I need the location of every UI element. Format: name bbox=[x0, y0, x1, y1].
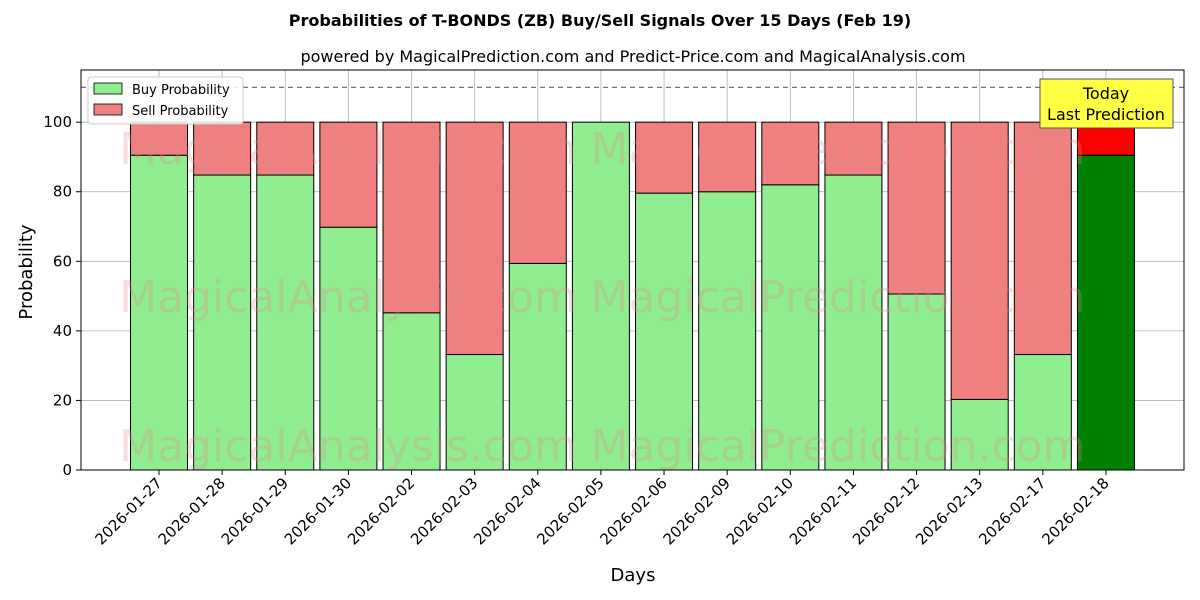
bar-sell-2026-01-29 bbox=[256, 121, 315, 176]
bar-sell-2026-02-12 bbox=[887, 121, 946, 295]
x-axis-label: Days bbox=[611, 565, 656, 586]
bar-buy-2026-01-29 bbox=[256, 174, 315, 471]
bar-buy-2026-02-04 bbox=[508, 262, 567, 471]
watermark-text: MagicalAnalysis.com bbox=[119, 124, 577, 175]
plot-frame bbox=[80, 69, 1185, 471]
legend-label-buy: Buy Probability bbox=[132, 83, 230, 98]
today-annotation: Today Last Prediction bbox=[1039, 78, 1174, 129]
bar-buy-2026-01-30 bbox=[319, 226, 378, 471]
legend-box bbox=[87, 76, 244, 125]
y-tick-label: 0 bbox=[62, 461, 72, 479]
today-annotation-box bbox=[1039, 78, 1174, 129]
bar-sell-2026-02-11 bbox=[824, 121, 883, 176]
legend-swatch-sell bbox=[93, 103, 123, 116]
bar-sell-2026-02-03 bbox=[445, 121, 504, 356]
today-annotation-line2: Last Prediction bbox=[1047, 105, 1165, 124]
bar-buy-2026-02-12 bbox=[887, 293, 946, 471]
y-tick-label: 20 bbox=[53, 391, 72, 409]
y-tick-label: 80 bbox=[53, 183, 72, 201]
bar-buy-2026-02-18 bbox=[1076, 154, 1135, 471]
watermark-text: MagicalPrediction.com bbox=[591, 272, 1086, 323]
bar-sell-2026-02-09 bbox=[698, 121, 757, 193]
y-tick-label: 100 bbox=[43, 113, 72, 131]
watermark-text: MagicalPrediction.com bbox=[591, 421, 1086, 472]
bar-sell-2026-02-10 bbox=[761, 121, 820, 186]
bar-sell-2026-01-30 bbox=[319, 121, 378, 228]
watermark-text: MagicalAnalysis.com bbox=[119, 272, 577, 323]
bar-sell-2026-02-06 bbox=[635, 121, 694, 194]
watermark-text: MagicalPrediction.com bbox=[591, 124, 1086, 175]
bar-buy-2026-02-02 bbox=[382, 312, 441, 471]
today-annotation-line1: Today bbox=[1082, 84, 1129, 103]
bar-sell-2026-01-27 bbox=[130, 121, 188, 156]
bar-buy-2026-02-05 bbox=[571, 121, 630, 471]
bar-buy-2026-02-11 bbox=[824, 174, 883, 471]
y-axis-label: Probability bbox=[16, 224, 37, 319]
bar-buy-2026-02-13 bbox=[950, 398, 1009, 471]
watermarks: MagicalAnalysis.com MagicalPrediction.com… bbox=[119, 124, 1085, 472]
bars bbox=[130, 121, 1135, 471]
y-tick-label: 40 bbox=[53, 322, 72, 340]
bar-sell-2026-01-28 bbox=[193, 121, 252, 176]
chart-title: Probabilities of T-BONDS (ZB) Buy/Sell S… bbox=[289, 11, 911, 30]
legend: Buy Probability Sell Probability bbox=[87, 76, 244, 125]
bar-sell-2026-02-17 bbox=[1013, 121, 1072, 356]
bar-sell-2026-02-02 bbox=[382, 121, 441, 314]
bar-sell-2026-02-13 bbox=[950, 121, 1009, 400]
y-axis: 0 20 40 60 80 100 bbox=[43, 113, 81, 479]
bar-buy-2026-02-06 bbox=[635, 192, 694, 471]
watermark-text: MagicalAnalysis.com bbox=[119, 421, 577, 472]
bar-sell-2026-02-04 bbox=[508, 121, 567, 264]
y-tick-label: 60 bbox=[53, 252, 72, 270]
legend-label-sell: Sell Probability bbox=[132, 104, 229, 119]
legend-swatch-buy bbox=[93, 82, 123, 95]
chart-subtitle: powered by MagicalPrediction.com and Pre… bbox=[300, 47, 965, 66]
bar-buy-2026-02-10 bbox=[761, 184, 820, 471]
